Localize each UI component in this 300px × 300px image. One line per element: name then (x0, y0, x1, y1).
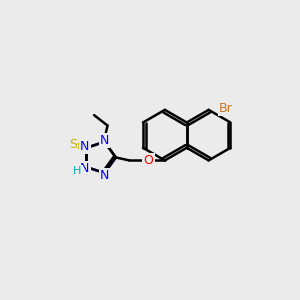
Text: Br: Br (219, 102, 233, 115)
Text: H: H (73, 167, 82, 176)
Text: O: O (144, 154, 154, 167)
Text: N: N (100, 134, 109, 147)
Text: N: N (100, 169, 109, 182)
Text: N: N (80, 162, 89, 175)
Text: N: N (80, 140, 89, 153)
Text: S: S (69, 138, 77, 151)
